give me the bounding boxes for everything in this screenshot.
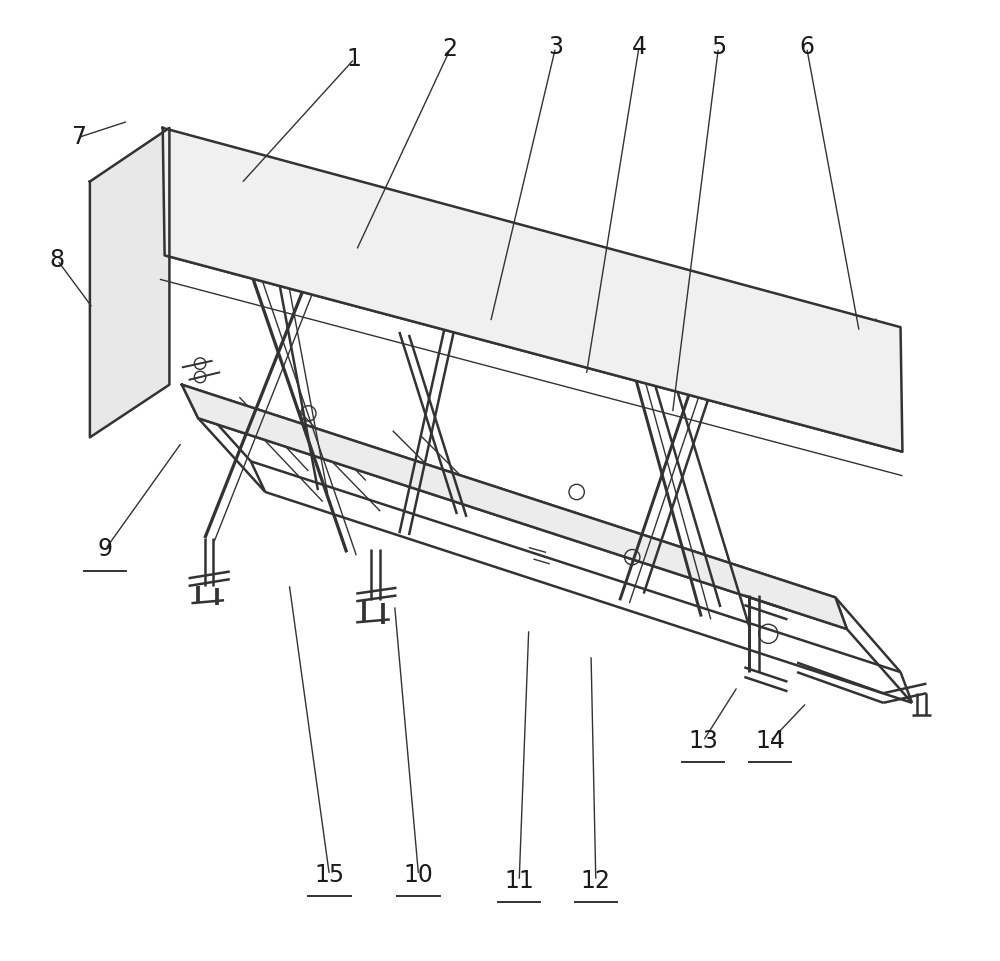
Text: 4: 4 bbox=[631, 36, 646, 60]
Text: 12: 12 bbox=[581, 869, 611, 893]
Text: 11: 11 bbox=[504, 869, 534, 893]
Text: 14: 14 bbox=[755, 729, 785, 753]
Text: 9: 9 bbox=[98, 537, 113, 561]
Text: 8: 8 bbox=[50, 248, 65, 272]
Text: 2: 2 bbox=[443, 37, 458, 62]
Text: 5: 5 bbox=[711, 36, 726, 60]
Polygon shape bbox=[182, 384, 847, 629]
Text: 1: 1 bbox=[347, 47, 362, 71]
Text: 15: 15 bbox=[314, 863, 344, 887]
Text: 3: 3 bbox=[548, 36, 563, 60]
Text: 13: 13 bbox=[688, 729, 718, 753]
Polygon shape bbox=[163, 128, 902, 452]
Text: 10: 10 bbox=[404, 863, 433, 887]
Text: 6: 6 bbox=[799, 36, 814, 60]
Text: 7: 7 bbox=[71, 126, 86, 150]
Polygon shape bbox=[90, 128, 169, 437]
